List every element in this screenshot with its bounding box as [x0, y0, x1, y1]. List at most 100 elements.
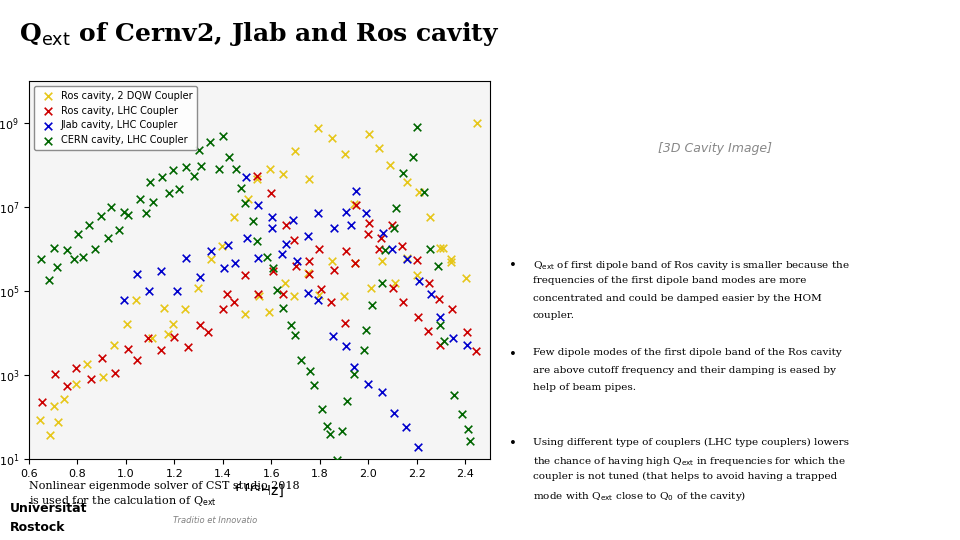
- CERN cavity, LHC Coupler: [432, 320, 447, 329]
- Ros cavity, LHC Coupler: [311, 245, 326, 253]
- CERN cavity, LHC Coupler: [405, 152, 420, 161]
- Ros cavity, LHC Coupler: [180, 343, 196, 352]
- Ros cavity, 2 DQW Coupler: [300, 269, 316, 278]
- CERN cavity, LHC Coupler: [104, 202, 119, 211]
- Ros cavity, LHC Coupler: [339, 246, 354, 255]
- Ros cavity, 2 DQW Coupler: [363, 284, 378, 293]
- Ros cavity, LHC Coupler: [266, 266, 281, 275]
- Ros cavity, LHC Coupler: [250, 172, 265, 180]
- Ros cavity, 2 DQW Coupler: [190, 283, 205, 292]
- Ros cavity, LHC Coupler: [301, 269, 317, 278]
- Text: •: •: [509, 259, 516, 272]
- Ros cavity, LHC Coupler: [348, 259, 363, 268]
- Jlab cavity, LHC Coupler: [423, 289, 439, 298]
- CERN cavity, LHC Coupler: [132, 194, 147, 203]
- Ros cavity, LHC Coupler: [166, 333, 181, 341]
- CERN cavity, LHC Coupler: [288, 330, 303, 339]
- CERN cavity, LHC Coupler: [138, 209, 154, 218]
- CERN cavity, LHC Coupler: [87, 245, 103, 253]
- Ros cavity, 2 DQW Coupler: [459, 274, 474, 283]
- Ros cavity, LHC Coupler: [361, 218, 376, 227]
- CERN cavity, LHC Coupler: [171, 185, 186, 193]
- Jlab cavity, LHC Coupler: [385, 245, 400, 253]
- Ros cavity, LHC Coupler: [237, 271, 252, 279]
- Jlab cavity, LHC Coupler: [141, 286, 156, 295]
- Ros cavity, 2 DQW Coupler: [128, 296, 143, 305]
- Ros cavity, 2 DQW Coupler: [422, 212, 438, 221]
- CERN cavity, LHC Coupler: [460, 424, 475, 433]
- Jlab cavity, LHC Coupler: [130, 270, 145, 279]
- CERN cavity, LHC Coupler: [302, 367, 318, 376]
- CERN cavity, LHC Coupler: [237, 198, 252, 207]
- CERN cavity, LHC Coupler: [396, 169, 411, 178]
- Ros cavity, 2 DQW Coupler: [56, 395, 71, 404]
- Ros cavity, 2 DQW Coupler: [156, 303, 172, 312]
- Ros cavity, 2 DQW Coupler: [107, 341, 122, 349]
- Text: UNIVERSITÄT ROSTOCK | Fakultät für Informatik und Elektrotechnik: UNIVERSITÄT ROSTOCK | Fakultät für Infor…: [317, 510, 643, 522]
- Jlab cavity, LHC Coupler: [116, 296, 132, 305]
- Jlab cavity, LHC Coupler: [339, 208, 354, 217]
- Ros cavity, LHC Coupler: [130, 356, 145, 364]
- CERN cavity, LHC Coupler: [46, 244, 61, 253]
- CERN cavity, LHC Coupler: [41, 276, 57, 285]
- Ros cavity, LHC Coupler: [251, 290, 266, 299]
- Ros cavity, 2 DQW Coupler: [399, 178, 415, 186]
- CERN cavity, LHC Coupler: [186, 171, 202, 180]
- Ros cavity, LHC Coupler: [421, 279, 437, 287]
- Jlab cavity, LHC Coupler: [374, 388, 390, 396]
- CERN cavity, LHC Coupler: [145, 198, 160, 206]
- CERN cavity, LHC Coupler: [215, 131, 230, 140]
- Jlab cavity, LHC Coupler: [220, 240, 235, 249]
- CERN cavity, LHC Coupler: [319, 421, 334, 430]
- Ros cavity, LHC Coupler: [338, 319, 353, 328]
- Ros cavity, LHC Coupler: [275, 289, 290, 298]
- Jlab cavity, LHC Coupler: [410, 443, 425, 451]
- CERN cavity, LHC Coupler: [293, 355, 308, 364]
- Ros cavity, LHC Coupler: [47, 370, 62, 379]
- Ros cavity, LHC Coupler: [432, 341, 447, 349]
- Ros cavity, 2 DQW Coupler: [250, 175, 265, 184]
- Jlab cavity, LHC Coupler: [264, 213, 279, 221]
- FancyBboxPatch shape: [0, 491, 269, 540]
- CERN cavity, LHC Coupler: [276, 303, 291, 312]
- CERN cavity, LHC Coupler: [365, 301, 380, 309]
- CERN cavity, LHC Coupler: [93, 212, 108, 220]
- Ros cavity, LHC Coupler: [373, 234, 389, 242]
- Ros cavity, LHC Coupler: [120, 345, 135, 354]
- CERN cavity, LHC Coupler: [245, 217, 260, 226]
- Text: help of beam pipes.: help of beam pipes.: [533, 383, 636, 392]
- Text: coupler is not tuned (that helps to avoid having a trapped: coupler is not tuned (that helps to avoi…: [533, 472, 837, 481]
- Ros cavity, LHC Coupler: [34, 397, 49, 406]
- Jlab cavity, LHC Coupler: [432, 481, 447, 489]
- CERN cavity, LHC Coupler: [233, 183, 249, 192]
- CERN cavity, LHC Coupler: [437, 337, 452, 346]
- Ros cavity, LHC Coupler: [395, 241, 410, 250]
- Jlab cavity, LHC Coupler: [289, 257, 304, 266]
- CERN cavity, LHC Coupler: [266, 264, 281, 272]
- Jlab cavity, LHC Coupler: [447, 500, 463, 508]
- Ros cavity, 2 DQW Coupler: [361, 130, 376, 138]
- Ros cavity, 2 DQW Coupler: [288, 147, 303, 156]
- CERN cavity, LHC Coupler: [60, 246, 75, 254]
- Ros cavity, LHC Coupler: [278, 221, 294, 230]
- Ros cavity, 2 DQW Coupler: [444, 258, 459, 267]
- Ros cavity, LHC Coupler: [420, 327, 436, 335]
- Text: 2/19/2018: 2/19/2018: [288, 511, 338, 521]
- Text: mode with Q$_\mathrm{ext}$ close to Q$_0$ of the cavity): mode with Q$_\mathrm{ext}$ close to Q$_0…: [533, 489, 746, 503]
- CERN cavity, LHC Coupler: [329, 456, 345, 465]
- Jlab cavity, LHC Coupler: [228, 259, 243, 268]
- Ros cavity, 2 DQW Coupler: [165, 319, 180, 328]
- Ros cavity, LHC Coupler: [431, 294, 446, 303]
- Jlab cavity, LHC Coupler: [358, 208, 373, 217]
- Ros cavity, 2 DQW Coupler: [337, 150, 352, 159]
- Ros cavity, 2 DQW Coupler: [96, 373, 111, 382]
- Ros cavity, 2 DQW Coupler: [432, 244, 447, 253]
- Ros cavity, 2 DQW Coupler: [324, 133, 340, 142]
- Ros cavity, 2 DQW Coupler: [276, 170, 291, 178]
- CERN cavity, LHC Coupler: [339, 396, 354, 405]
- CERN cavity, LHC Coupler: [359, 326, 374, 335]
- Ros cavity, LHC Coupler: [288, 262, 303, 271]
- Ros cavity, 2 DQW Coupler: [204, 255, 219, 264]
- CERN cavity, LHC Coupler: [284, 321, 300, 329]
- Jlab cavity, LHC Coupler: [154, 267, 169, 275]
